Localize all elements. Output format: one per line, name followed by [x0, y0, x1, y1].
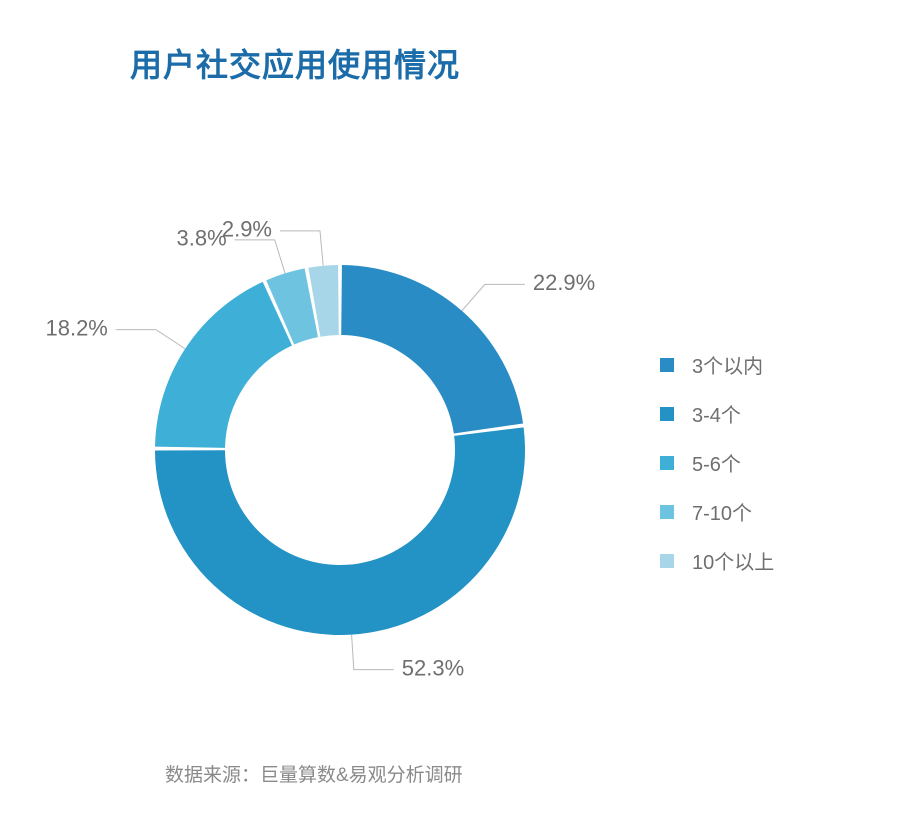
slice-value-label: 2.9% [222, 217, 272, 242]
legend-item: 7-10个 [660, 497, 774, 526]
legend-label: 3个以内 [692, 350, 763, 379]
chart-title: 用户社交应用使用情况 [130, 40, 460, 86]
legend-item: 3-4个 [660, 399, 774, 428]
donut-slice [341, 265, 523, 434]
leader-line [280, 231, 323, 266]
leader-line [235, 240, 285, 273]
legend-swatch [660, 407, 674, 421]
slice-value-label: 22.9% [533, 270, 595, 295]
legend-label: 7-10个 [692, 497, 752, 526]
leader-line [462, 284, 525, 310]
legend-item: 10个以上 [660, 546, 774, 575]
legend-swatch [660, 505, 674, 519]
donut-slice [155, 282, 292, 448]
page: 用户社交应用使用情况 22.9%52.3%18.2%3.8%2.9% 3个以内3… [0, 0, 906, 823]
slice-value-label: 18.2% [45, 315, 107, 340]
legend: 3个以内 3-4个 5-6个 7-10个 10个以上 [660, 350, 774, 595]
slice-value-label: 3.8% [177, 226, 227, 251]
legend-label: 3-4个 [692, 399, 741, 428]
slice-value-label: 52.3% [402, 655, 464, 680]
donut-chart-svg: 22.9%52.3%18.2%3.8%2.9% [80, 190, 600, 710]
donut-chart: 22.9%52.3%18.2%3.8%2.9% [80, 190, 600, 710]
legend-item: 3个以内 [660, 350, 774, 379]
legend-label: 10个以上 [692, 546, 774, 575]
leader-line [352, 635, 394, 670]
legend-item: 5-6个 [660, 448, 774, 477]
data-source-note: 数据来源：巨量算数&易观分析调研 [165, 760, 463, 787]
donut-slice [155, 427, 525, 635]
leader-line [116, 330, 185, 349]
legend-swatch [660, 358, 674, 372]
legend-label: 5-6个 [692, 448, 741, 477]
legend-swatch [660, 456, 674, 470]
legend-swatch [660, 554, 674, 568]
